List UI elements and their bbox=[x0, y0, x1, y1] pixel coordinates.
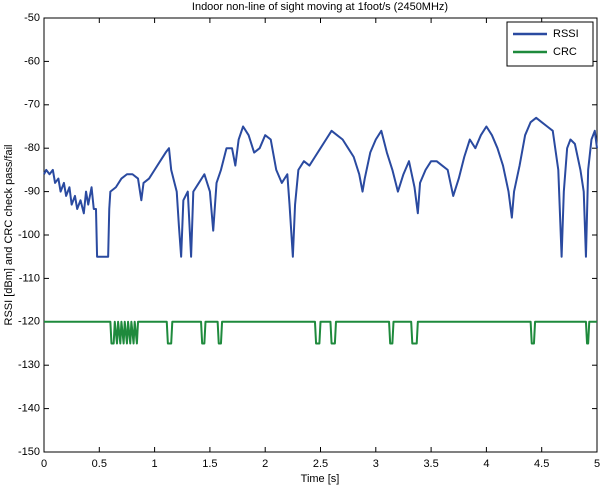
legend-label: RSSI bbox=[553, 28, 579, 40]
y-tick-label: -100 bbox=[18, 229, 40, 241]
y-tick-label: -70 bbox=[24, 99, 40, 111]
x-tick-label: 5 bbox=[594, 458, 600, 470]
x-tick-label: 3.5 bbox=[423, 458, 438, 470]
series-line bbox=[44, 320, 597, 345]
y-axis-label: RSSI [dBm] and CRC check pass/fail bbox=[3, 145, 15, 326]
chart-title: Indoor non-line of sight moving at 1foot… bbox=[192, 1, 448, 13]
y-tick-label: -140 bbox=[18, 403, 40, 415]
y-tick-label: -80 bbox=[24, 142, 40, 154]
y-tick-label: -150 bbox=[18, 446, 40, 458]
x-tick-label: 4.5 bbox=[534, 458, 549, 470]
legend-label: CRC bbox=[553, 46, 577, 58]
x-tick-label: 4 bbox=[483, 458, 489, 470]
x-tick-label: 2.5 bbox=[313, 458, 328, 470]
x-tick-label: 1.5 bbox=[202, 458, 217, 470]
x-tick-label: 1 bbox=[152, 458, 158, 470]
x-tick-label: 3 bbox=[373, 458, 379, 470]
x-tick-label: 0 bbox=[41, 458, 47, 470]
y-tick-label: -50 bbox=[24, 12, 40, 24]
y-tick-label: -120 bbox=[18, 316, 40, 328]
x-tick-label: 2 bbox=[262, 458, 268, 470]
y-tick-label: -60 bbox=[24, 55, 40, 67]
y-tick-label: -110 bbox=[19, 272, 40, 284]
x-axis-label: Time [s] bbox=[301, 473, 340, 485]
y-tick-label: -90 bbox=[24, 186, 40, 198]
x-tick-label: 0.5 bbox=[92, 458, 107, 470]
y-tick-label: -130 bbox=[18, 359, 40, 371]
series-line bbox=[43, 116, 598, 258]
legend-box bbox=[506, 21, 594, 67]
